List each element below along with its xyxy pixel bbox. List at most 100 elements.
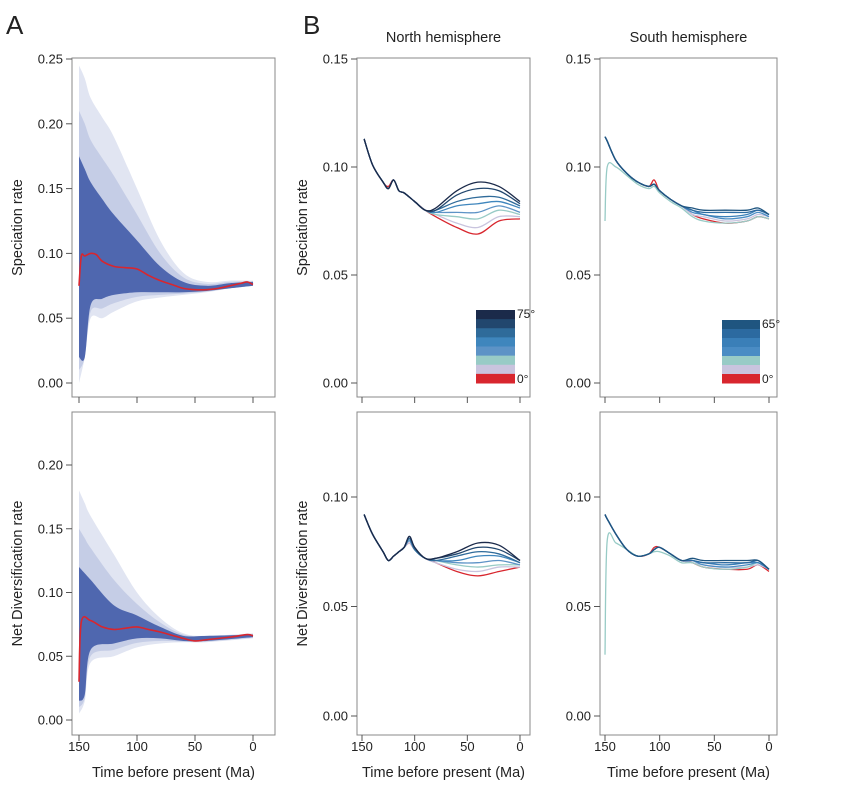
legend-swatch bbox=[722, 338, 760, 348]
legend-top-label: 65° bbox=[762, 317, 780, 331]
y-tick-label: 0.15 bbox=[38, 181, 63, 196]
series-line-7 bbox=[363, 138, 521, 212]
legend-bottom-label: 0° bbox=[762, 372, 774, 386]
y-tick-label: 0.05 bbox=[323, 268, 348, 283]
series-line-4 bbox=[363, 514, 521, 564]
y-axis-label: Net Diversification rate bbox=[10, 501, 26, 647]
y-tick-label: 0.10 bbox=[38, 585, 63, 600]
panel-label-b: B bbox=[303, 10, 320, 40]
y-axis-label: Speciation rate bbox=[10, 179, 26, 276]
x-axis-label: Time before present (Ma) bbox=[362, 765, 525, 781]
median-rate-line bbox=[78, 615, 254, 682]
series-line-0 bbox=[363, 514, 521, 577]
y-axis-label: Net Diversification rate bbox=[295, 501, 311, 647]
y-tick-label: 0.10 bbox=[323, 490, 348, 505]
panel-title: South hemisphere bbox=[630, 30, 748, 46]
legend-swatch bbox=[476, 355, 515, 366]
y-tick-label: 0.00 bbox=[566, 709, 591, 724]
plot-frame bbox=[71, 57, 276, 398]
x-axis-label: Time before present (Ma) bbox=[607, 765, 770, 781]
plot-frame bbox=[356, 411, 531, 736]
latitude-legend: 65° 0° bbox=[722, 317, 780, 386]
panel-A-netdiv: 0.00 0.05 0.10 0.15 0.20 150 100 50 0 Net Diversi… bbox=[10, 411, 276, 781]
x-tick-label: 0 bbox=[765, 739, 772, 754]
plot-frame bbox=[71, 411, 276, 736]
x-tick-label: 50 bbox=[707, 739, 721, 754]
panel-B-south-speciation: 0.00 0.05 0.10 0.15 South hemisphere 65° 0° bbox=[566, 30, 780, 403]
legend-swatch bbox=[476, 373, 515, 384]
series-line-7 bbox=[363, 514, 521, 562]
legend-swatch bbox=[476, 364, 515, 375]
y-tick-label: 0.20 bbox=[38, 458, 63, 473]
panel-label-a: A bbox=[6, 10, 24, 40]
y-tick-label: 0.00 bbox=[38, 713, 63, 728]
y-tick-label: 0.20 bbox=[38, 116, 63, 131]
y-tick-label: 0.25 bbox=[38, 52, 63, 67]
y-tick-label: 0.00 bbox=[38, 376, 63, 391]
series-line-2 bbox=[604, 532, 770, 655]
x-axis-label: Time before present (Ma) bbox=[92, 765, 255, 781]
plot-area bbox=[78, 65, 254, 383]
y-axis-label: Speciation rate bbox=[295, 179, 311, 276]
plot-frame bbox=[599, 57, 778, 398]
y-tick-label: 0.10 bbox=[566, 490, 591, 505]
legend-swatch bbox=[476, 337, 515, 347]
panel-B-north-netdiv: 0.00 0.05 0.10 150 100 50 0 Net Diversification… bbox=[295, 411, 531, 781]
y-tick-label: 0.15 bbox=[38, 521, 63, 536]
plot-area bbox=[363, 514, 521, 577]
x-tick-label: 0 bbox=[249, 739, 256, 754]
panel-B-south-netdiv: 0.00 0.05 0.10 150 100 50 0 Time before present… bbox=[566, 411, 778, 781]
x-tick-label: 150 bbox=[68, 739, 90, 754]
legend-swatch bbox=[722, 365, 760, 375]
legend-swatch bbox=[722, 374, 760, 384]
x-tick-label: 50 bbox=[188, 739, 202, 754]
inner-credible-band bbox=[79, 156, 253, 361]
y-tick-label: 0.00 bbox=[323, 376, 348, 391]
series-line-4 bbox=[363, 138, 521, 214]
y-tick-label: 0.15 bbox=[323, 52, 348, 67]
y-tick-label: 0.10 bbox=[566, 160, 591, 175]
y-tick-label: 0.05 bbox=[38, 649, 63, 664]
legend-swatch bbox=[476, 328, 515, 338]
legend-swatch bbox=[722, 329, 760, 339]
y-tick-label: 0.05 bbox=[566, 599, 591, 614]
legend-swatch bbox=[722, 320, 760, 330]
plot-area bbox=[78, 490, 254, 714]
latitude-legend: 75° 0° bbox=[476, 307, 535, 386]
y-tick-label: 0.10 bbox=[323, 160, 348, 175]
x-tick-label: 100 bbox=[649, 739, 671, 754]
series-line-1 bbox=[363, 138, 521, 229]
legend-swatch bbox=[722, 356, 760, 366]
legend-top-label: 75° bbox=[517, 307, 535, 321]
y-tick-label: 0.10 bbox=[38, 246, 63, 261]
plot-area bbox=[604, 136, 770, 224]
legend-bottom-label: 0° bbox=[517, 372, 529, 386]
y-tick-label: 0.00 bbox=[323, 709, 348, 724]
x-tick-label: 0 bbox=[516, 739, 523, 754]
median-rate-line bbox=[78, 252, 254, 291]
series-line-6 bbox=[604, 136, 770, 216]
series-line-0 bbox=[363, 138, 521, 235]
legend-swatch bbox=[722, 347, 760, 357]
x-tick-label: 100 bbox=[404, 739, 426, 754]
legend-swatch bbox=[476, 310, 515, 320]
series-line-5 bbox=[363, 138, 521, 212]
plot-area bbox=[604, 514, 770, 655]
x-tick-label: 150 bbox=[594, 739, 616, 754]
series-line-6 bbox=[363, 138, 521, 213]
plot-frame bbox=[356, 57, 531, 398]
panel-title: North hemisphere bbox=[386, 30, 501, 46]
plot-area bbox=[363, 138, 521, 235]
series-line-6 bbox=[604, 514, 770, 570]
series-line-1 bbox=[363, 514, 521, 573]
plot-frame bbox=[599, 411, 778, 736]
outer-credible-band bbox=[79, 65, 253, 383]
panel-A-speciation: 0.00 0.05 0.10 0.15 0.20 0.25 Speciation rate bbox=[10, 52, 276, 403]
y-tick-label: 0.05 bbox=[566, 268, 591, 283]
y-tick-label: 0.15 bbox=[566, 52, 591, 67]
legend-swatch bbox=[476, 319, 515, 329]
y-tick-label: 0.05 bbox=[38, 311, 63, 326]
y-tick-label: 0.00 bbox=[566, 376, 591, 391]
series-line-2 bbox=[604, 162, 770, 224]
